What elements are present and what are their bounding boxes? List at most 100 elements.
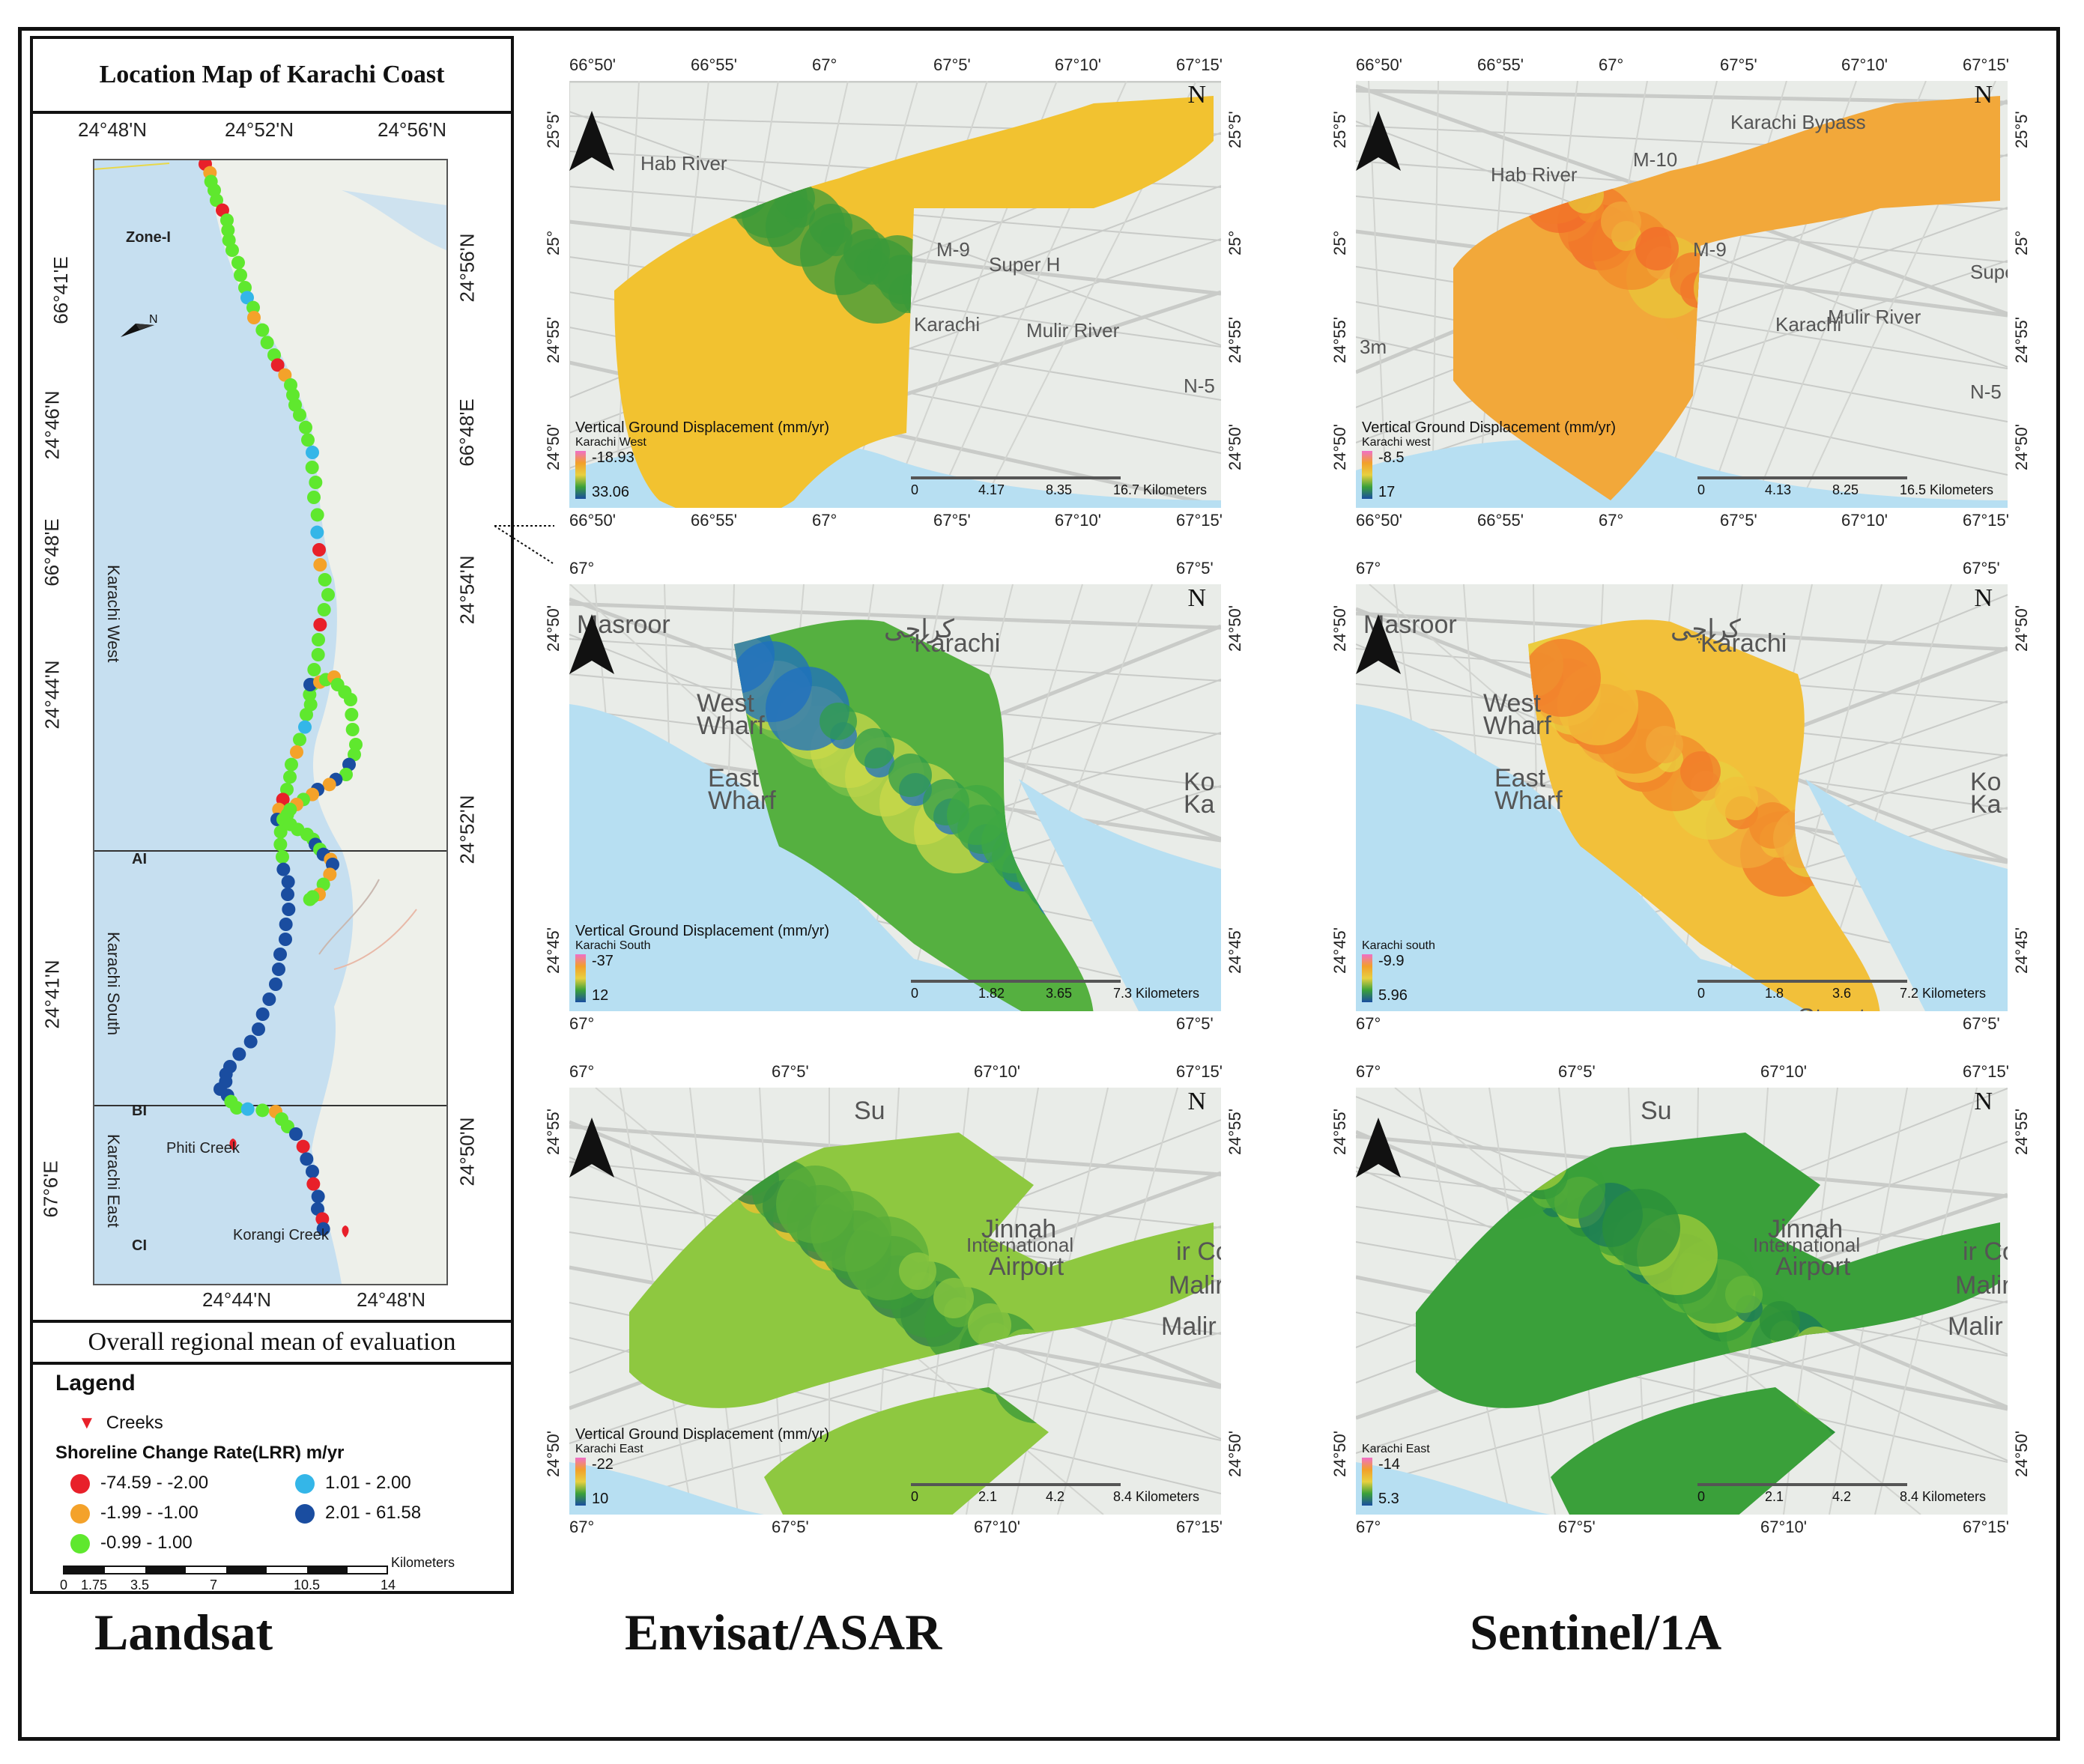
scale-label: 0 [1697,482,1706,497]
axis-tick: 66°55' [1477,511,1524,530]
legend-class-dot [70,1533,90,1554]
place-label: Karachi [1700,629,1787,658]
axis-tick: 24°45' [1330,927,1349,974]
place-label: 3m [1360,336,1387,358]
axis-tick: 24°45' [544,927,563,974]
scale-tick: 7 [210,1577,218,1592]
axis-tick: 67° [1356,559,1381,578]
place-label: Mulir River [1026,319,1120,342]
shoreline-point [270,358,285,372]
axis-tick: 67°5' [933,511,971,530]
right-tick: 24°54'N [455,555,479,625]
place-label: Airport [1775,1252,1851,1281]
north-label: N [1974,81,1993,109]
shoreline-point [321,588,335,601]
axis-tick: 66°55' [691,55,737,74]
legend-class-row: -74.59 - -2.00 1.01 - 2.00 [70,1473,490,1503]
axis-tick: 24°55' [1226,1109,1244,1155]
axis-tick: 67° [1356,1518,1381,1536]
shoreline-point [293,733,306,747]
displacement-legend: Vertical Ground Displacement (mm/yr) Kara… [1362,419,1616,502]
shoreline-point [285,757,298,772]
legend-subtitle: Karachi west [1362,436,1431,449]
place-label: Su [1641,1097,1672,1125]
place-label: West [1483,689,1541,718]
shoreline-point [313,558,327,572]
map-svg [569,584,1221,1011]
axis-tick: 67°10' [974,1518,1020,1536]
axis-tick: 24°55' [1226,316,1244,363]
legend-title: Vertical Ground Displacement (mm/yr) [575,1426,829,1443]
scale-tick: 10.5 [294,1577,321,1592]
shoreline-point [230,1101,243,1115]
scale-label: 4.13 [1765,482,1792,497]
place-label: N-5 [1970,381,2002,403]
shoreline-point [300,1152,314,1166]
axis-tick: 67°5' [772,1062,809,1081]
axis-tick: 24°50' [1330,1431,1349,1477]
axis-tick: 67°5' [1963,1014,2000,1033]
axis-tick: 67°10' [974,1062,1020,1081]
place-label: Karachi [914,313,981,336]
shoreline-point [311,1189,325,1204]
place-label: ir Colo [1963,1237,2008,1266]
shoreline-point [276,850,289,864]
shoreline-point [312,633,325,646]
axis-tick: 67°5' [1963,559,2000,578]
place-label: West [697,689,754,718]
legend-max: -22 [592,1456,614,1473]
north-arrow-icon [569,1118,614,1177]
shoreline-point [281,888,294,901]
color-ramp [1362,451,1372,499]
place-label: Super [1970,261,2008,283]
scale-label: 0 [911,482,919,497]
axis-tick: 67°10' [1760,1518,1807,1536]
connector-lines [494,525,554,564]
right-tick: 24°56'N [455,233,479,303]
legend-min: 33.06 [592,484,630,500]
axis-tick: 67° [569,1062,595,1081]
axis-tick: 67° [812,55,837,74]
shoreline-point [311,1202,324,1216]
shoreline-point [278,368,292,382]
shoreline-point [301,433,315,447]
place-label: Malir [1948,1312,2003,1341]
shoreline-point [247,311,261,324]
axis-tick: 24°55' [1330,316,1349,363]
place-label: Karachi [1775,313,1842,336]
shoreline-point [273,837,288,852]
caption-envisat: Envisat/ASAR [625,1604,942,1661]
axis-tick: 67°5' [933,55,971,74]
axis-tick: 67° [569,1518,595,1536]
left-tick: 24°41'N [40,960,64,1029]
shoreline-point [303,892,317,906]
region-label-west: Karachi West [104,565,123,663]
shoreline-point [311,648,325,661]
shoreline-point [234,268,247,282]
place-label: Ka [1970,790,2002,819]
legend-max: -18.93 [592,449,634,466]
zone-marker-bi: BI [132,1103,147,1119]
place-label: International [1753,1234,1861,1256]
axis-tick: 67°5' [1720,55,1757,74]
shoreline-point [279,918,293,931]
north-label: N [1974,1088,1993,1115]
legend-min: 5.96 [1378,987,1408,1004]
north-arrow-icon [569,111,614,171]
north-label: N [1187,81,1206,109]
displacement-legend: Vertical Ground Displacement (mm/yr) Kara… [575,923,829,1005]
place-label: Wharf [1483,712,1551,740]
color-ramp [575,1458,586,1506]
legend-max: -14 [1378,1456,1400,1473]
axis-tick: 67° [569,559,595,578]
scale-label: 16.7 Kilometers [1113,482,1208,497]
axis-tick: 24°50' [544,1431,563,1477]
legend-class-label: -1.99 - -1.00 [100,1503,199,1523]
place-label: Mulir River [1828,306,1921,328]
axis-tick: 24°50' [1226,424,1244,470]
axis-tick: 25° [1226,231,1244,256]
axis-tick: 67° [1356,1062,1381,1081]
axis-tick: 67° [812,511,837,530]
shoreline-point [306,1165,319,1178]
place-label: کراچی [1670,615,1741,643]
